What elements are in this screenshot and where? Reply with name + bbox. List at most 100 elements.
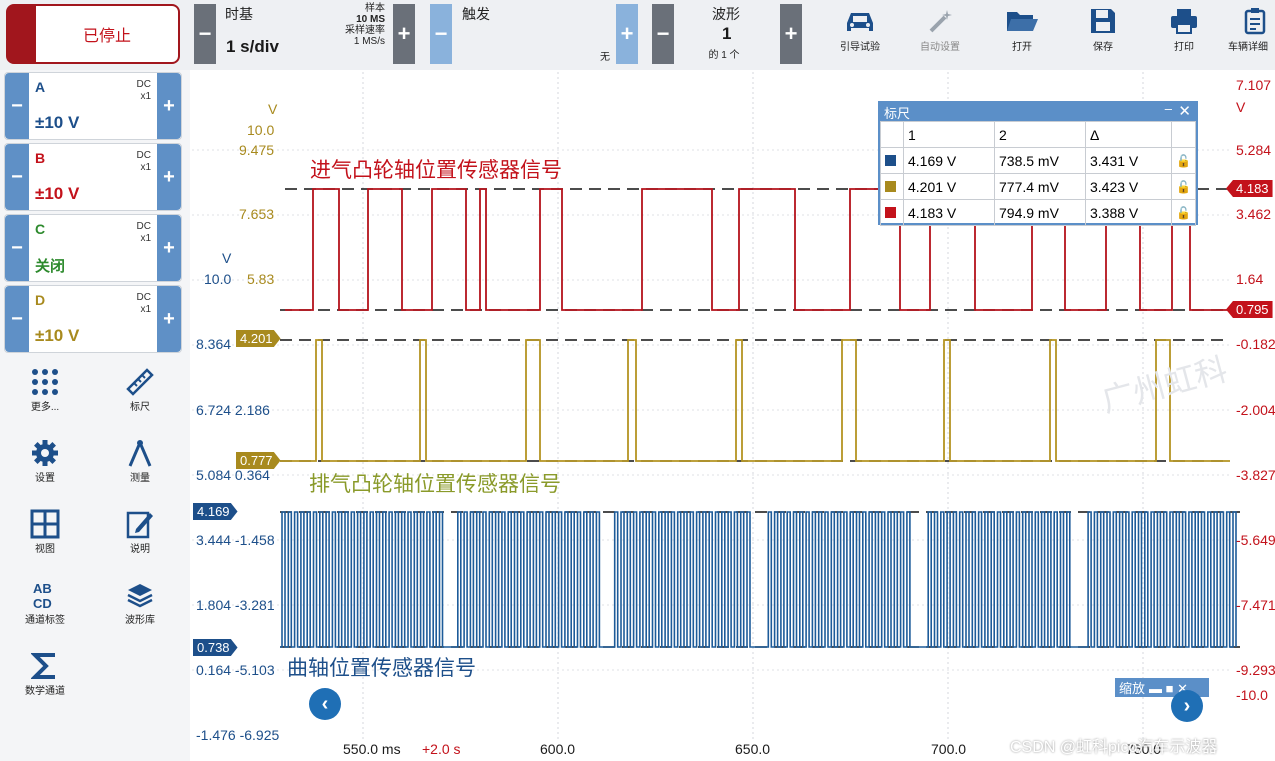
more-button[interactable]: 更多... bbox=[5, 366, 85, 413]
settings-label: 设置 bbox=[35, 473, 55, 484]
left-tick-5: 1.804 -3.281 bbox=[196, 597, 275, 613]
minimize-icon[interactable]: – bbox=[1164, 101, 1172, 116]
a-low-marker[interactable]: 0.738 bbox=[193, 639, 238, 656]
channel-a-minus-button[interactable]: − bbox=[5, 73, 29, 139]
channel-b-panel[interactable]: − B DC x1 ±10 V + bbox=[4, 143, 182, 211]
channel-b-range[interactable]: ±10 V bbox=[35, 184, 80, 203]
vehicle-details-button[interactable]: 车辆详细 bbox=[1228, 4, 1275, 64]
open-button[interactable]: 打开 bbox=[992, 4, 1052, 64]
scroll-right-button[interactable]: › bbox=[1171, 690, 1203, 722]
b-high-marker[interactable]: 4.183 bbox=[1226, 180, 1273, 197]
exhaust-cam-label: 排气凸轮轴位置传感器信号 bbox=[309, 472, 561, 496]
right-tick-2: 5.284 bbox=[1236, 142, 1272, 158]
timebase-minus-button[interactable]: − bbox=[194, 4, 216, 64]
gear-icon bbox=[5, 437, 85, 469]
ruler-header-row: 1 2 Δ bbox=[880, 121, 1196, 148]
channel-d-range[interactable]: ±10 V bbox=[35, 326, 80, 345]
ruler-row-a: 4.169 V 738.5 mV 3.431 V 🔓 bbox=[880, 147, 1196, 174]
waveform-count: 的 1 个 bbox=[708, 50, 740, 61]
d-low-marker[interactable]: 0.777 bbox=[236, 452, 281, 469]
ruler-d-v2: 777.4 mV bbox=[994, 173, 1086, 200]
top-toolbar: 已停止 − 时基 1 s/div 样本 10 MS 采样速率 1 MS/s + − 触… bbox=[0, 0, 1275, 71]
left-tick-3: 5.084 0.364 bbox=[196, 467, 270, 483]
math-channels-button[interactable]: 数学通道 bbox=[5, 650, 85, 697]
right-tick-4: 1.64 bbox=[1236, 271, 1264, 287]
trigger-mode[interactable]: 无 bbox=[600, 52, 610, 63]
channel-c-minus-button[interactable]: − bbox=[5, 215, 29, 281]
channel-c-coupling: DC x1 bbox=[136, 221, 151, 244]
trigger-plus-button[interactable]: + bbox=[616, 4, 638, 64]
trigger-minus-button[interactable]: − bbox=[430, 4, 452, 64]
svg-text:CD: CD bbox=[33, 596, 52, 610]
compass-icon bbox=[100, 437, 180, 469]
right-tick-1: 7.107 bbox=[1236, 77, 1272, 93]
notes-button[interactable]: 说明 bbox=[100, 508, 180, 555]
measurements-button[interactable]: 测量 bbox=[100, 437, 180, 484]
print-button[interactable]: 打印 bbox=[1154, 4, 1214, 64]
watermark-text: CSDN @虹科pico汽车示波器 bbox=[1010, 739, 1218, 756]
save-button[interactable]: 保存 bbox=[1073, 4, 1133, 64]
settings-button[interactable]: 设置 bbox=[5, 437, 85, 484]
channel-a-plus-button[interactable]: + bbox=[157, 73, 181, 139]
stack-icon bbox=[100, 579, 180, 611]
wand-icon bbox=[910, 4, 970, 38]
waveform-label: 波形 bbox=[712, 6, 740, 22]
b-axis-tick-1: 9.475 bbox=[239, 142, 275, 158]
b-axis-unit: V bbox=[268, 101, 278, 117]
waveform-prev-button[interactable]: − bbox=[652, 4, 674, 64]
channel-d-minus-button[interactable]: − bbox=[5, 286, 29, 352]
channel-c-panel[interactable]: − C DC x1 关闭 + bbox=[4, 214, 182, 282]
channel-c-plus-button[interactable]: + bbox=[157, 215, 181, 281]
ruler-b-delta: 3.388 V bbox=[1084, 199, 1173, 226]
channel-labels-label: 通道标签 bbox=[25, 615, 65, 626]
chevron-left-icon: ‹ bbox=[321, 692, 329, 715]
ruler-panel-header[interactable]: 标尺 – ✕ bbox=[880, 101, 1196, 121]
views-button[interactable]: 视图 bbox=[5, 508, 85, 555]
right-tick-5: -0.182 bbox=[1236, 336, 1275, 352]
timebase-value[interactable]: 1 s/div bbox=[226, 37, 279, 56]
stop-button[interactable]: 已停止 bbox=[6, 4, 180, 64]
channel-d-plus-button[interactable]: + bbox=[157, 286, 181, 352]
lock-icon[interactable]: 🔓 bbox=[1171, 199, 1196, 226]
left-tick-2: 6.724 2.186 bbox=[196, 402, 270, 418]
lock-icon[interactable]: 🔓 bbox=[1171, 147, 1196, 174]
channel-a-panel[interactable]: − A DC x1 ±10 V + bbox=[4, 72, 182, 140]
waveform-library-button[interactable]: 波形库 bbox=[100, 579, 180, 626]
right-tick-3: 3.462 bbox=[1236, 206, 1272, 222]
guided-test-button[interactable]: 引导试验 bbox=[830, 4, 890, 64]
close-icon[interactable]: ✕ bbox=[1178, 103, 1191, 120]
d-high-marker[interactable]: 4.201 bbox=[236, 330, 281, 347]
b-low-marker[interactable]: 0.795 bbox=[1226, 301, 1273, 318]
channel-a-range[interactable]: ±10 V bbox=[35, 113, 80, 132]
b-axis-top: 10.0 bbox=[247, 122, 275, 138]
channel-b-name: B bbox=[35, 150, 46, 166]
zoom-label: 缩放 bbox=[1119, 681, 1146, 696]
timebase-plus-button[interactable]: + bbox=[393, 4, 415, 64]
folder-icon bbox=[992, 4, 1052, 38]
lock-icon[interactable]: 🔓 bbox=[1171, 173, 1196, 200]
channel-a-coupling: DC x1 bbox=[136, 79, 151, 102]
channel-d-panel[interactable]: − D DC x1 ±10 V + bbox=[4, 285, 182, 353]
sigma-icon bbox=[5, 650, 85, 682]
open-label: 打开 bbox=[1012, 42, 1032, 53]
b-axis-tick-2: 7.653 bbox=[239, 206, 275, 222]
guided-test-label: 引导试验 bbox=[840, 42, 880, 53]
auto-setup-button[interactable]: 自动设置 bbox=[910, 4, 970, 64]
a-high-marker[interactable]: 4.169 bbox=[193, 503, 238, 520]
channel-labels-button[interactable]: AB CD 通道标签 bbox=[5, 579, 85, 626]
scroll-left-button[interactable]: ‹ bbox=[309, 688, 341, 720]
view-grid-icon bbox=[5, 508, 85, 540]
waveform-next-button[interactable]: + bbox=[780, 4, 802, 64]
channel-b-minus-button[interactable]: − bbox=[5, 144, 29, 210]
stop-label: 已停止 bbox=[82, 28, 131, 45]
rulers-button[interactable]: 标尺 bbox=[100, 366, 180, 413]
left-tick-4: 3.444 -1.458 bbox=[196, 532, 275, 548]
ruler-row-b: 4.183 V 794.9 mV 3.388 V 🔓 bbox=[880, 199, 1196, 226]
note-icon bbox=[100, 508, 180, 540]
trigger-label: 触发 bbox=[462, 6, 490, 22]
channel-b-plus-button[interactable]: + bbox=[157, 144, 181, 210]
channel-c-range[interactable]: 关闭 bbox=[35, 258, 66, 275]
ruler-panel[interactable]: 标尺 – ✕ 1 2 Δ 4.169 V 738.5 mV 3.431 V 🔓 4.… bbox=[878, 101, 1198, 226]
right-tick-6: -2.004 bbox=[1236, 402, 1275, 418]
ruler-d-v1: 4.201 V bbox=[903, 173, 995, 200]
